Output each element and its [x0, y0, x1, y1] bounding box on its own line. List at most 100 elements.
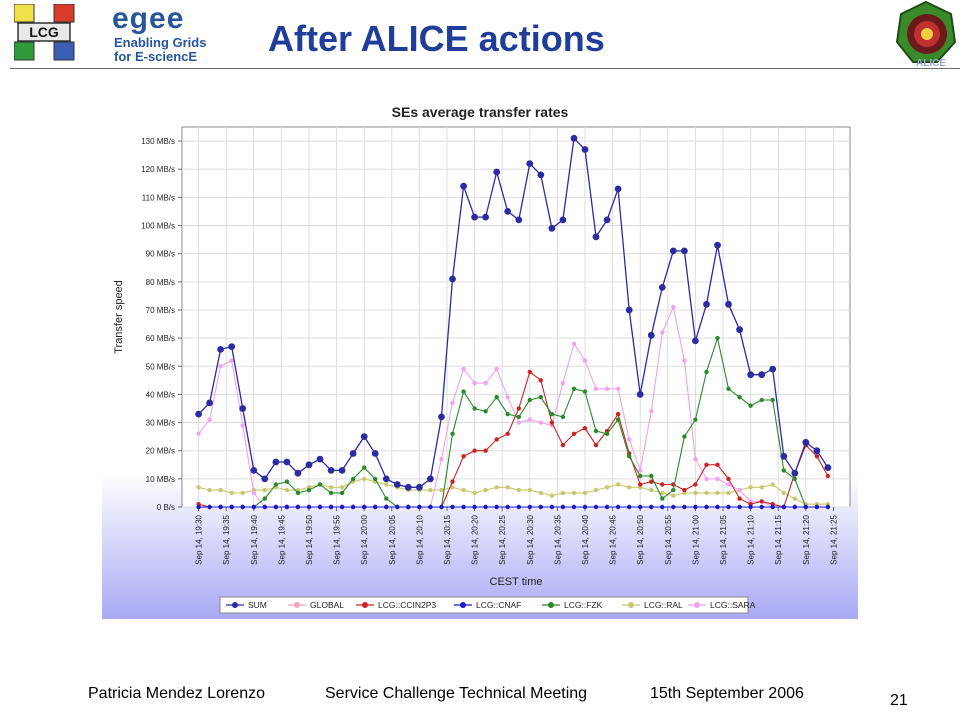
data-point — [494, 395, 499, 400]
data-point — [615, 417, 621, 422]
data-point — [450, 504, 455, 510]
data-point — [295, 490, 301, 496]
data-point — [704, 490, 709, 496]
data-point — [537, 171, 545, 179]
data-point — [317, 504, 323, 510]
data-point — [792, 476, 797, 482]
data-point — [582, 426, 588, 431]
data-point — [726, 490, 731, 496]
data-point — [549, 411, 555, 417]
data-point — [592, 233, 600, 241]
data-point — [339, 485, 345, 490]
data-point — [439, 487, 444, 493]
series-sum — [195, 134, 832, 491]
data-point — [516, 420, 521, 425]
data-point — [461, 504, 466, 510]
data-point — [593, 428, 599, 434]
x-tick-label: Sep 14, 20:40 — [581, 514, 590, 564]
data-point — [627, 437, 632, 442]
data-point — [406, 504, 411, 510]
data-point — [604, 386, 610, 391]
y-tick-label: 100 MB/s — [141, 222, 175, 231]
data-point — [273, 482, 279, 487]
data-point — [604, 485, 610, 490]
data-point — [671, 504, 676, 510]
data-point — [682, 487, 687, 493]
series-line — [198, 478, 828, 505]
plot-area — [181, 126, 851, 508]
data-point — [638, 504, 643, 510]
data-point — [726, 504, 731, 510]
data-point — [229, 504, 234, 510]
data-point — [693, 417, 698, 422]
data-point — [571, 431, 577, 436]
data-point — [693, 456, 698, 462]
data-point — [483, 448, 488, 453]
data-point — [603, 216, 611, 224]
data-point — [780, 452, 788, 460]
egee-tagline-2: for E-sciencE — [114, 49, 198, 64]
data-point — [483, 409, 488, 414]
data-point — [647, 331, 655, 339]
data-point — [669, 247, 677, 255]
data-point — [693, 504, 698, 510]
data-point — [472, 490, 477, 496]
data-point — [526, 160, 534, 167]
data-point — [604, 504, 610, 510]
data-point — [417, 504, 422, 510]
data-point — [681, 247, 688, 255]
data-point — [373, 504, 378, 510]
data-point — [747, 371, 754, 379]
x-tick-label: Sep 14, 20:15 — [443, 514, 452, 564]
data-point — [582, 504, 588, 510]
footer-date: 15th September 2006 — [650, 685, 804, 702]
data-point — [704, 476, 709, 482]
y-tick-label: 0 B/s — [157, 503, 175, 512]
data-point — [483, 504, 488, 510]
legend-label: LCG::SARA — [710, 600, 756, 610]
data-point — [450, 485, 455, 490]
data-point — [516, 487, 521, 493]
data-point — [703, 300, 710, 308]
data-point — [715, 335, 720, 341]
data-point — [649, 473, 654, 479]
data-point — [625, 306, 633, 314]
legend-swatch-marker — [694, 602, 700, 608]
data-point — [294, 469, 302, 477]
data-point — [615, 386, 621, 391]
data-point — [803, 504, 808, 510]
data-point — [461, 454, 466, 459]
data-point — [439, 456, 444, 462]
legend-swatch-marker — [548, 602, 554, 608]
series-lines — [195, 134, 832, 510]
x-tick-label: Sep 14, 21:15 — [774, 514, 783, 564]
data-point — [737, 395, 742, 400]
data-point — [494, 504, 499, 510]
data-point — [560, 442, 566, 448]
data-point — [482, 213, 489, 221]
x-axis-ticks: Sep 14, 19:30 Sep 14, 19:35 Sep 14, 19:40 S… — [195, 507, 838, 565]
data-point — [549, 504, 555, 510]
data-point — [240, 504, 245, 510]
data-point — [748, 485, 753, 490]
data-point — [615, 411, 621, 417]
slide-title: After ALICE actions — [268, 18, 605, 59]
data-point — [571, 386, 577, 391]
x-tick-label: Sep 14, 20:35 — [553, 514, 562, 564]
data-point — [229, 358, 234, 363]
data-point — [802, 438, 810, 446]
data-point — [207, 417, 212, 422]
x-tick-label: Sep 14, 20:50 — [636, 514, 645, 564]
data-point — [682, 434, 687, 439]
lcg-logo-text: LCG — [29, 24, 59, 40]
data-point — [593, 487, 599, 493]
data-point — [218, 504, 223, 510]
data-point — [593, 442, 599, 448]
data-point — [218, 364, 223, 369]
data-point — [306, 487, 312, 493]
series-lcg-cnaf — [196, 504, 831, 510]
x-tick-label: Sep 14, 20:20 — [471, 514, 480, 564]
data-point — [781, 468, 786, 473]
data-point — [317, 482, 323, 487]
data-point — [759, 485, 764, 490]
